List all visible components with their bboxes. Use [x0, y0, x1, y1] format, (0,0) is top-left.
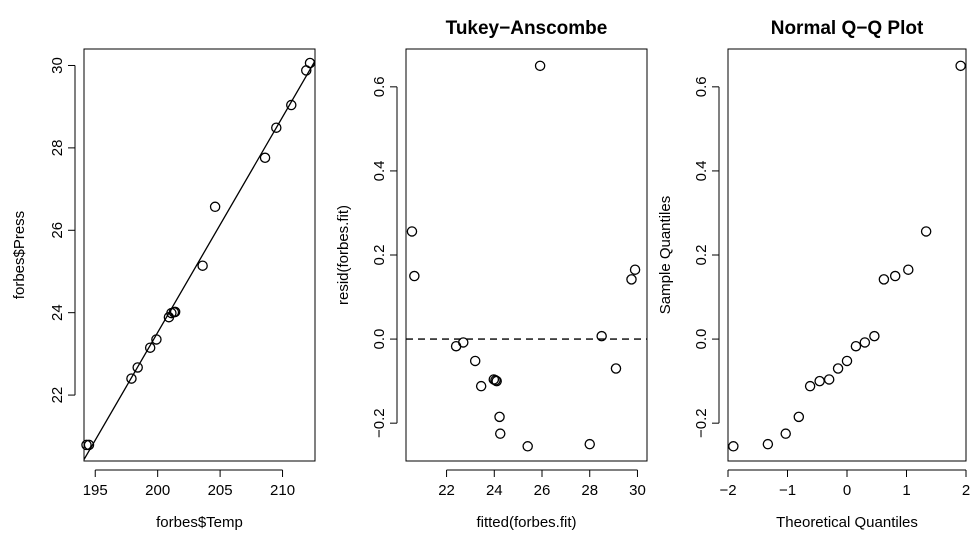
y-tick-label: 24 — [49, 304, 66, 321]
y-axis-label: Sample Quantiles — [657, 196, 674, 314]
x-axis: −2 −1 0 1 2 — [719, 469, 970, 499]
y-axis: −0.2 0.0 0.2 0.4 0.6 — [371, 76, 398, 438]
y-tick-label: 0.6 — [693, 76, 710, 97]
data-point — [584, 438, 595, 450]
tukey-anscombe-panel: Tukey−Anscombe fitted(forbes.fit) resid(… — [335, 18, 648, 531]
data-point — [889, 270, 901, 282]
data-point — [728, 441, 739, 452]
data-point — [271, 122, 282, 133]
y-axis-label: forbes$Press — [11, 211, 28, 299]
data-point — [458, 337, 469, 348]
plot-frame — [405, 48, 648, 462]
data-point — [491, 375, 502, 387]
data-point — [144, 342, 156, 353]
data-point — [850, 340, 862, 352]
data-point — [475, 380, 487, 392]
data-point — [209, 201, 221, 213]
x-tick-label: 24 — [486, 482, 503, 499]
x-tick-label: −1 — [779, 482, 796, 499]
data-point — [878, 274, 890, 285]
data-point — [780, 428, 791, 439]
data-point — [132, 362, 143, 373]
points — [728, 60, 966, 452]
x-tick-label: −2 — [719, 482, 736, 499]
y-tick-label: 0.2 — [693, 245, 710, 266]
x-tick-label: 200 — [145, 482, 170, 499]
data-point — [832, 363, 844, 374]
data-point — [494, 411, 505, 423]
y-axis-label: resid(forbes.fit) — [335, 205, 352, 305]
data-point — [259, 152, 271, 164]
data-point — [522, 441, 533, 452]
y-tick-label: 0.4 — [371, 160, 388, 181]
data-point — [126, 373, 137, 384]
x-tick-label: 195 — [83, 482, 108, 499]
x-axis: 195 200 205 210 — [83, 469, 295, 499]
y-axis: −0.2 0.0 0.2 0.4 0.6 — [693, 76, 720, 438]
panel-title: Tukey−Anscombe — [446, 18, 608, 39]
data-point — [490, 375, 501, 386]
x-axis-label: Theoretical Quantiles — [776, 514, 918, 531]
data-point — [406, 226, 418, 237]
data-point — [869, 330, 880, 342]
plot-frame — [83, 48, 316, 462]
data-point — [304, 57, 316, 69]
normal-qq-panel: Normal Q−Q Plot Theoretical Quantiles Sa… — [657, 18, 970, 531]
x-tick-label: 28 — [581, 482, 598, 499]
x-tick-label: 210 — [270, 482, 295, 499]
data-point — [83, 439, 95, 451]
x-tick-label: 30 — [629, 482, 646, 499]
y-tick-label: 0.4 — [693, 160, 710, 181]
data-point — [955, 60, 966, 72]
y-tick-label: 30 — [49, 57, 66, 74]
data-point — [903, 264, 914, 275]
data-point — [626, 274, 637, 285]
data-point — [168, 307, 180, 318]
x-tick-label: 1 — [902, 482, 910, 499]
y-tick-label: 0.6 — [371, 76, 388, 97]
x-tick-label: 2 — [962, 482, 970, 499]
data-point — [610, 363, 622, 374]
x-axis-label: forbes$Temp — [156, 514, 243, 531]
data-point — [409, 270, 420, 282]
data-point — [596, 330, 607, 342]
x-axis-label: fitted(forbes.fit) — [476, 514, 576, 531]
x-tick-label: 26 — [534, 482, 551, 499]
plot-frame — [727, 48, 967, 462]
regression-line — [84, 60, 315, 460]
data-point — [197, 260, 208, 271]
data-point — [804, 380, 816, 392]
y-tick-label: 22 — [49, 387, 66, 404]
data-point — [793, 411, 805, 423]
scatter-panel-temp-press: forbes$Temp forbes$Press 195 200 205 210 22… — [11, 48, 316, 531]
data-point — [495, 428, 506, 439]
x-tick-label: 205 — [208, 482, 233, 499]
points — [81, 57, 316, 460]
x-axis: 22 24 26 28 30 — [438, 469, 646, 499]
y-tick-label: 0.0 — [371, 329, 388, 350]
data-point — [534, 60, 546, 72]
data-point — [762, 438, 774, 450]
x-tick-label: 0 — [843, 482, 851, 499]
data-point — [629, 264, 641, 275]
x-tick-label: 22 — [438, 482, 455, 499]
data-point — [920, 226, 932, 237]
data-point — [469, 355, 481, 367]
data-point — [841, 355, 853, 367]
y-axis: 22 24 26 28 30 — [49, 57, 76, 404]
y-tick-label: 0.0 — [693, 329, 710, 350]
data-point — [151, 334, 162, 345]
y-tick-label: 26 — [49, 222, 66, 239]
data-point — [286, 99, 297, 111]
y-tick-label: 28 — [49, 140, 66, 157]
y-tick-label: 0.2 — [371, 245, 388, 266]
y-tick-label: −0.2 — [371, 408, 388, 438]
points — [406, 60, 647, 452]
data-point — [859, 337, 871, 348]
panel-title: Normal Q−Q Plot — [771, 18, 924, 39]
y-tick-label: −0.2 — [693, 408, 710, 438]
data-point — [823, 374, 835, 385]
